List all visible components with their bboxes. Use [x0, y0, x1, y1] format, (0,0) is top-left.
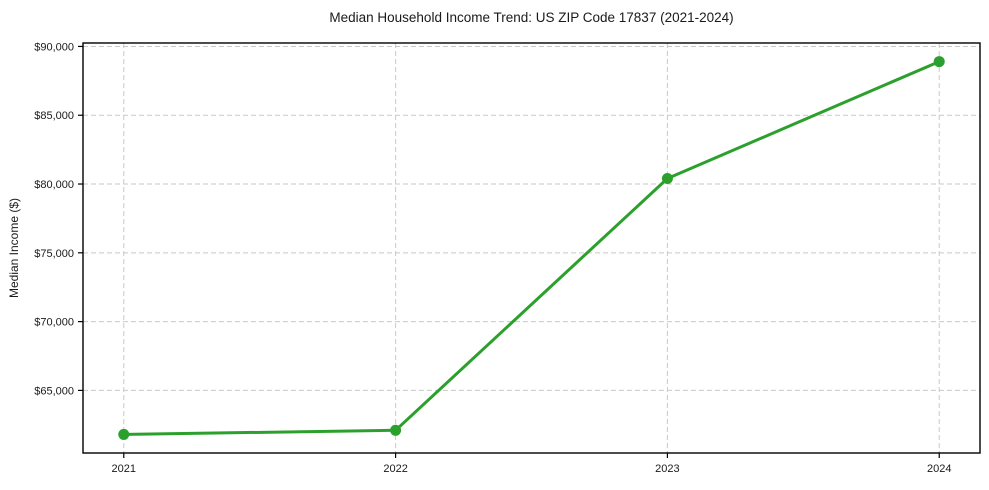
- plot-border: [82, 42, 981, 454]
- y-tick-label: $80,000: [34, 179, 74, 191]
- trend-line: [122, 60, 941, 436]
- x-tick-label: 2024: [927, 463, 951, 475]
- x-tick-label: 2021: [112, 463, 136, 475]
- chart-title: Median Household Income Trend: US ZIP Co…: [329, 10, 734, 25]
- y-tick-label: $85,000: [34, 110, 74, 122]
- data-point-2024: [933, 56, 945, 68]
- y-tick-label: $65,000: [34, 385, 74, 397]
- data-point-2021: [118, 428, 130, 440]
- data-point-2023: [661, 173, 673, 185]
- data-point-2022: [390, 424, 402, 436]
- x-tick-label: 2023: [655, 463, 679, 475]
- y-tick-label: $90,000: [34, 41, 74, 53]
- y-tick-label: $75,000: [34, 248, 74, 260]
- y-tick-label: $70,000: [34, 317, 74, 329]
- x-tick-label: 2022: [383, 463, 407, 475]
